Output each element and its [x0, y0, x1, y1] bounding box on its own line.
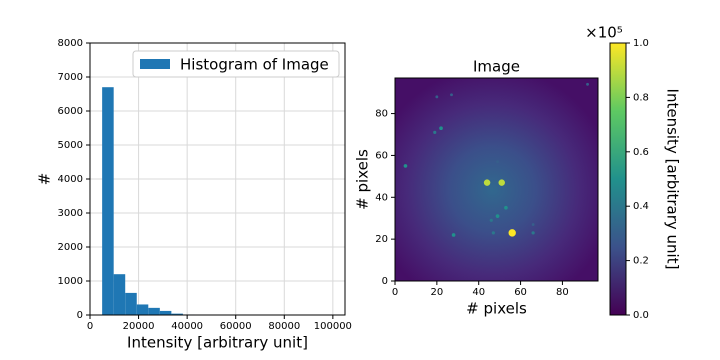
y-tick-label: 40 — [375, 192, 388, 203]
x-tick-label: 80000 — [268, 321, 300, 332]
legend-swatch — [140, 59, 170, 69]
legend-label: Histogram of Image — [180, 56, 329, 74]
source — [489, 218, 493, 222]
y-tick-label: 2000 — [58, 242, 83, 253]
colorbar-tick-label: 0.0 — [633, 310, 649, 321]
x-tick-label: 0 — [392, 287, 398, 298]
source — [433, 130, 437, 135]
source — [531, 223, 535, 226]
x-tick-label: 100000 — [314, 321, 352, 332]
source — [496, 160, 499, 164]
colorbar-label: Intensity [arbitrary unit] — [664, 89, 682, 270]
y-tick-label: 0 — [382, 276, 388, 287]
colorbar-tick-label: 0.2 — [633, 256, 649, 267]
y-tick-label: 3000 — [58, 208, 83, 219]
histogram-bar — [171, 313, 183, 315]
source — [491, 231, 495, 235]
y-tick-label: 1000 — [58, 276, 83, 287]
x-tick-label: 60 — [514, 287, 527, 298]
x-axis-label: # pixels — [466, 300, 527, 318]
y-tick-label: 4000 — [58, 174, 83, 185]
source — [483, 179, 491, 186]
source — [450, 93, 453, 97]
colorbar-tick-label: 0.8 — [633, 92, 649, 103]
source — [531, 231, 535, 235]
source — [498, 179, 505, 186]
colorbar-tick-label: 0.6 — [633, 147, 649, 158]
histogram-bar — [102, 87, 114, 315]
histogram-bar — [148, 307, 160, 315]
colorbar — [609, 42, 627, 316]
colorbar-offset: ×10⁵ — [585, 24, 623, 42]
x-tick-label: 80 — [556, 287, 569, 298]
histogram-bar — [159, 310, 172, 315]
y-tick-label: 6000 — [58, 106, 83, 117]
source — [495, 214, 500, 218]
source — [508, 229, 516, 237]
y-tick-label: 0 — [77, 310, 83, 321]
image-background — [395, 78, 598, 281]
y-tick-label: 7000 — [58, 72, 83, 83]
source — [403, 164, 408, 168]
x-tick-label: 40 — [472, 287, 485, 298]
colorbar-tick-label: 1.0 — [633, 38, 649, 49]
y-tick-label: 60 — [375, 150, 388, 161]
source — [504, 205, 508, 210]
source — [586, 82, 589, 86]
y-tick-label: 80 — [375, 109, 388, 120]
x-tick-label: 60000 — [220, 321, 252, 332]
x-tick-label: 0 — [87, 321, 93, 332]
colorbar-tick-label: 0.4 — [633, 201, 649, 212]
legend-frame — [132, 50, 340, 78]
y-axis-label: # — [36, 173, 54, 186]
plot-frame — [89, 42, 346, 316]
y-tick-label: 8000 — [58, 38, 83, 49]
x-axis-label: Intensity [arbitrary unit] — [127, 334, 308, 352]
y-tick-label: 20 — [375, 234, 388, 245]
histogram-bar — [136, 304, 149, 315]
image-title: Image — [473, 58, 520, 76]
source — [451, 233, 456, 237]
source — [439, 126, 443, 131]
image-sources — [403, 82, 589, 237]
histogram-bar — [125, 292, 137, 315]
y-tick-label: 5000 — [58, 140, 83, 151]
y-axis-label: # pixels — [354, 149, 372, 210]
plot-frame — [394, 77, 599, 282]
x-tick-label: 20 — [430, 287, 443, 298]
x-tick-label: 20000 — [123, 321, 155, 332]
histogram-bar — [113, 274, 126, 315]
x-tick-label: 40000 — [171, 321, 203, 332]
source — [435, 95, 439, 99]
